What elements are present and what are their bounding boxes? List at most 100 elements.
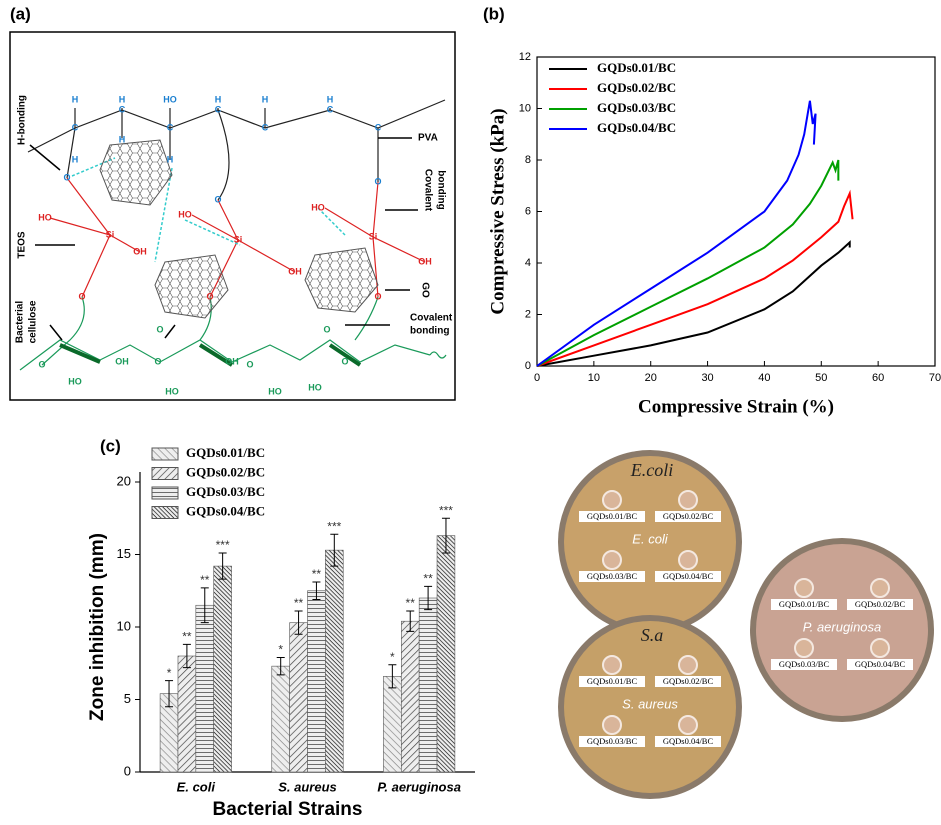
atom-label: HO bbox=[311, 202, 325, 212]
diagram-label: GO bbox=[419, 282, 430, 298]
panel-label: (b) bbox=[483, 4, 505, 23]
atom-label: HO bbox=[308, 382, 322, 392]
significance-label: ** bbox=[406, 596, 416, 610]
atom-label: Si bbox=[369, 231, 378, 241]
handwriting: S.a bbox=[641, 625, 664, 645]
well-label: GQDs0.03/BC bbox=[587, 571, 638, 581]
x-tick-label: 70 bbox=[929, 372, 941, 384]
bar bbox=[213, 565, 232, 773]
well bbox=[602, 715, 622, 735]
significance-label: *** bbox=[216, 538, 230, 552]
significance-label: ** bbox=[423, 572, 433, 586]
x-tick-label: 40 bbox=[758, 372, 770, 384]
significance-label: ** bbox=[200, 573, 210, 587]
atom-label: H bbox=[327, 94, 334, 104]
bar bbox=[400, 620, 420, 773]
well bbox=[602, 490, 622, 510]
diagram-label: Bacterial bbox=[15, 301, 26, 343]
y-tick-label: 4 bbox=[525, 257, 531, 269]
atom-label: OH bbox=[133, 246, 147, 256]
legend-label: GQDs0.01/BC bbox=[186, 445, 265, 460]
legend-swatch bbox=[151, 467, 179, 480]
well-label: GQDs0.01/BC bbox=[587, 511, 638, 521]
graphene-sheet bbox=[304, 247, 379, 313]
well-label-bg bbox=[655, 736, 721, 747]
atom-label: HO bbox=[38, 212, 52, 222]
atom-label: C bbox=[262, 122, 269, 132]
diagram-label: bonding bbox=[435, 170, 446, 209]
well-label-bg bbox=[655, 676, 721, 687]
well bbox=[678, 490, 698, 510]
legend-label: GQDs0.03/BC bbox=[186, 484, 265, 499]
well-label: GQDs0.04/BC bbox=[855, 659, 906, 669]
atom-label: O bbox=[156, 324, 163, 334]
atom-label: O bbox=[154, 356, 161, 366]
photos: E.coli E. coli GQDs0.01/BC GQDs0.02/BC GQDs0… bbox=[558, 450, 934, 799]
well-label-bg bbox=[847, 659, 913, 670]
diagram-bonds bbox=[19, 99, 447, 371]
legend-label: GQDs0.03/BC bbox=[597, 100, 676, 115]
well-label: GQDs0.02/BC bbox=[663, 511, 714, 521]
atom-label: O bbox=[374, 176, 381, 186]
y-axis-title: Compressive Stress (kPa) bbox=[487, 108, 508, 314]
x-tick-label: 30 bbox=[701, 372, 713, 384]
bar bbox=[271, 665, 290, 773]
bar bbox=[307, 590, 326, 773]
line-series bbox=[536, 100, 817, 367]
atom-label: C bbox=[167, 122, 174, 132]
x-tick-label: 50 bbox=[815, 372, 827, 384]
error-bar bbox=[330, 533, 339, 567]
atom-label: C bbox=[72, 122, 79, 132]
significance-label: * bbox=[390, 650, 395, 664]
atom-label: OH bbox=[418, 256, 432, 266]
x-tick-label: 10 bbox=[588, 372, 600, 384]
atom-label: H bbox=[72, 154, 79, 164]
line-series bbox=[536, 240, 851, 367]
atom-label: H bbox=[119, 94, 126, 104]
diagram-label: cellulose bbox=[28, 300, 39, 343]
legend-label: GQDs0.02/BC bbox=[186, 464, 265, 479]
atom-label: Si bbox=[106, 229, 115, 239]
atom-label: Si bbox=[234, 234, 243, 244]
diagram-label: PVA bbox=[418, 133, 438, 144]
atom-label: C bbox=[327, 104, 334, 114]
well bbox=[794, 578, 814, 598]
atom-label: HO bbox=[68, 376, 82, 386]
well-label-bg bbox=[579, 736, 645, 747]
significance-label: *** bbox=[327, 519, 341, 533]
well-label: GQDs0.03/BC bbox=[779, 659, 830, 669]
y-axis-title: Zone inhibition (mm) bbox=[87, 533, 108, 721]
atom-label: OH bbox=[288, 266, 302, 276]
y-tick-label: 5 bbox=[124, 691, 131, 706]
well-label: GQDs0.04/BC bbox=[663, 571, 714, 581]
diagram-label: TEOS bbox=[17, 231, 28, 259]
x-axis-title: Bacterial Strains bbox=[213, 799, 363, 820]
legend-label: GQDs0.01/BC bbox=[597, 60, 676, 75]
error-bar bbox=[312, 581, 321, 600]
well bbox=[602, 550, 622, 570]
bar bbox=[289, 622, 308, 773]
legend-label: GQDs0.04/BC bbox=[597, 120, 676, 135]
well-label-bg bbox=[579, 511, 645, 522]
handwriting: E.coli bbox=[630, 460, 674, 480]
well-label-bg bbox=[655, 511, 721, 522]
atom-label: H bbox=[167, 154, 174, 164]
atom-label: HO bbox=[268, 386, 282, 396]
atom-label: O bbox=[323, 324, 330, 334]
atom-label: O bbox=[246, 359, 253, 369]
atom-label: O bbox=[78, 291, 85, 301]
y-tick-label: 8 bbox=[525, 154, 531, 166]
error-bar bbox=[441, 517, 450, 554]
atom-label: H bbox=[72, 94, 79, 104]
bar bbox=[436, 535, 456, 773]
legend-swatch bbox=[151, 506, 179, 519]
well bbox=[602, 655, 622, 675]
well-label-bg bbox=[771, 659, 837, 670]
legend-label: GQDs0.04/BC bbox=[186, 503, 265, 518]
well bbox=[678, 715, 698, 735]
bar bbox=[177, 655, 197, 773]
atom-label: O bbox=[63, 172, 70, 182]
error-bar bbox=[182, 643, 191, 669]
